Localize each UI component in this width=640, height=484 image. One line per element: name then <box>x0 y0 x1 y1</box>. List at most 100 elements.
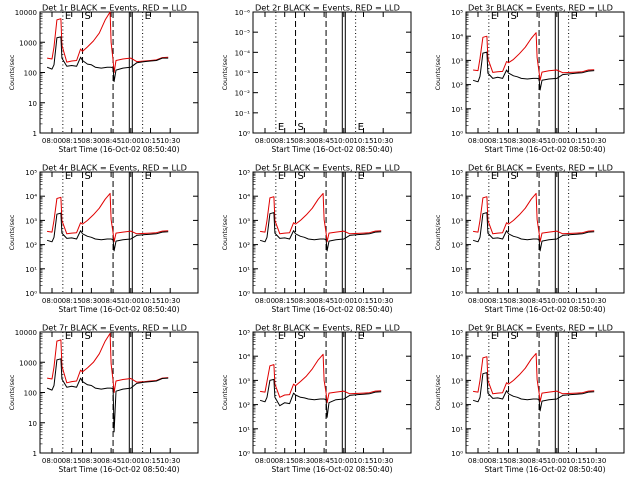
x-tick-label: 08:45 <box>314 137 334 145</box>
x-axis-label: Start Time (16-Oct-02 08:50:40) <box>484 305 605 314</box>
chart-panel-7: Det 7r BLACK = Events, RED = LLD 1 10 100 10… <box>8 323 199 474</box>
marker-label: E <box>145 331 151 342</box>
y-axis-label: Counts/sec <box>221 54 229 90</box>
chart-panel-3: Det 3r BLACK = Events, RED = LLD 10⁰ 10¹ 10… <box>434 3 625 154</box>
x-tick-label: 10:00 <box>334 457 354 465</box>
marker-label: E <box>65 171 71 182</box>
marker-label: E <box>358 331 364 342</box>
x-tick-label: 08:00 <box>255 297 275 305</box>
x-tick-label: 08:00 <box>42 297 62 305</box>
y-tick-label: 10⁻¹ <box>235 110 251 118</box>
x-tick-label: 10:15 <box>566 297 586 305</box>
x-tick-label: 08:15 <box>275 457 295 465</box>
y-tick-label: 10¹ <box>451 426 463 434</box>
y-tick-label: 100 <box>24 70 37 78</box>
x-tick-label: 10:15 <box>353 137 373 145</box>
marker-label: E <box>145 171 151 182</box>
y-tick-label: 10¹ <box>238 426 250 434</box>
x-tick-label: 10:00 <box>121 297 141 305</box>
series-line-events <box>259 378 382 418</box>
y-axis-label: Counts/sec <box>8 214 16 250</box>
x-tick-label: 10:30 <box>586 137 606 145</box>
y-tick-label: 10⁵ <box>238 169 250 177</box>
chart-panel-4: Det 4r BLACK = Events, RED = LLD 10⁰ 10¹ 10… <box>8 163 199 314</box>
chart-panel-8: Det 8r BLACK = Events, RED = LLD 10⁰ 10¹ 10… <box>221 323 412 474</box>
x-tick-label: 10:30 <box>160 457 180 465</box>
chart-panel-6: Det 6r BLACK = Events, RED = LLD 10⁰ 10¹ 10… <box>434 163 625 314</box>
y-tick-label: 10² <box>25 242 37 250</box>
plot-frame <box>39 11 199 134</box>
series-line-lld <box>260 353 382 404</box>
x-tick-label: 10:00 <box>121 137 141 145</box>
x-tick-label: 08:15 <box>275 137 295 145</box>
x-tick-label: 10:30 <box>586 297 606 305</box>
x-tick-label: 08:15 <box>275 297 295 305</box>
plot-frame <box>465 171 625 294</box>
y-tick-label: 10⁰ <box>238 450 250 458</box>
chart-title: Det 7r BLACK = Events, RED = LLD <box>42 323 187 333</box>
x-tick-label: 08:15 <box>488 137 508 145</box>
y-tick-label: 10⁰ <box>451 130 463 138</box>
x-tick-label: 10:00 <box>121 457 141 465</box>
chart-panel-2: Det 2r BLACK = Events, RED = LLD 10⁰ 10⁻¹ 1… <box>221 3 412 154</box>
x-tick-label: 10:15 <box>566 137 586 145</box>
y-axis-label: Counts/sec <box>434 214 442 250</box>
marker-label: S <box>298 331 304 342</box>
x-tick-label: 10:30 <box>373 457 393 465</box>
chart-title: Det 1r BLACK = Events, RED = LLD <box>42 3 187 13</box>
y-tick-label: 10⁴ <box>451 193 463 201</box>
series-line-lld <box>473 32 595 81</box>
y-tick-label: 10⁻³ <box>235 70 251 78</box>
x-tick-label: 08:45 <box>527 457 547 465</box>
chart-title: Det 8r BLACK = Events, RED = LLD <box>255 323 400 333</box>
y-tick-label: 10² <box>451 82 463 90</box>
y-tick-label: 1000 <box>19 39 37 47</box>
y-tick-label: 10³ <box>25 217 37 225</box>
marker-label: E <box>571 11 577 22</box>
marker-label: E <box>278 171 284 182</box>
y-tick-label: 10¹ <box>238 266 250 274</box>
chart-title: Det 3r BLACK = Events, RED = LLD <box>468 3 613 13</box>
x-tick-label: 08:45 <box>101 137 121 145</box>
marker-label: E <box>491 11 497 22</box>
y-axis-label: Counts/sec <box>434 54 442 90</box>
y-tick-label: 10 <box>28 420 37 428</box>
y-tick-label: 10⁵ <box>238 329 250 337</box>
series-line-lld <box>260 192 382 243</box>
x-tick-label: 10:30 <box>160 297 180 305</box>
x-tick-label: 08:30 <box>507 137 527 145</box>
x-tick-label: 10:30 <box>373 137 393 145</box>
y-tick-label: 100 <box>24 390 37 398</box>
x-axis-label: Start Time (16-Oct-02 08:50:40) <box>58 145 179 154</box>
y-tick-label: 10⁰ <box>451 290 463 298</box>
y-tick-label: 1 <box>33 130 37 138</box>
x-tick-label: 10:00 <box>334 297 354 305</box>
y-tick-label: 10⁴ <box>25 193 37 201</box>
x-tick-label: 10:15 <box>140 297 160 305</box>
y-tick-label: 10⁰ <box>25 290 37 298</box>
x-tick-label: 08:00 <box>468 297 488 305</box>
x-tick-label: 08:00 <box>468 457 488 465</box>
chart-title: Det 6r BLACK = Events, RED = LLD <box>468 163 613 173</box>
y-tick-label: 10⁴ <box>451 33 463 41</box>
series-line-events <box>46 212 169 252</box>
y-tick-label: 10³ <box>451 57 463 65</box>
x-tick-label: 08:15 <box>488 457 508 465</box>
x-tick-label: 08:45 <box>527 297 547 305</box>
y-tick-label: 10⁵ <box>451 329 463 337</box>
y-tick-label: 10⁵ <box>451 9 463 17</box>
y-tick-label: 10⁰ <box>238 290 250 298</box>
series-line-lld <box>47 192 169 243</box>
y-tick-label: 10⁴ <box>451 353 463 361</box>
x-tick-label: 08:30 <box>81 297 101 305</box>
series-line-events <box>472 372 595 412</box>
x-axis-label: Start Time (16-Oct-02 08:50:40) <box>271 145 392 154</box>
plot-frame <box>252 11 412 134</box>
x-tick-label: 08:00 <box>42 137 62 145</box>
y-tick-label: 10 <box>28 100 37 108</box>
series-line-events <box>46 36 169 83</box>
y-tick-label: 10⁰ <box>451 450 463 458</box>
y-tick-label: 10000 <box>15 9 37 17</box>
x-tick-label: 08:00 <box>255 457 275 465</box>
